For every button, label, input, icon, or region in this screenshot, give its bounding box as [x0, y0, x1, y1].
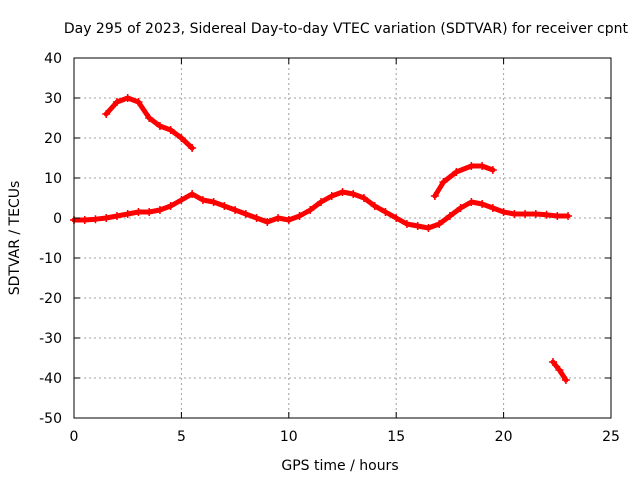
chart-title: Day 295 of 2023, Sidereal Day-to-day VTE… — [64, 21, 629, 37]
data-point-marker — [166, 202, 175, 210]
series-track-upper-left — [102, 94, 197, 152]
data-point-marker — [177, 134, 186, 142]
data-point-marker — [91, 215, 100, 224]
data-point-marker — [478, 162, 487, 170]
x-tick-label: 10 — [280, 429, 298, 445]
data-point-marker — [564, 212, 573, 220]
x-tick-label: 5 — [177, 429, 186, 445]
x-tick-label: 20 — [495, 429, 513, 445]
y-axis-label: SDTVAR / TECUs — [7, 181, 23, 296]
data-point-marker — [439, 178, 448, 186]
data-point-marker — [134, 208, 143, 216]
series-track-upper-right — [430, 162, 497, 200]
data-point-marker — [209, 198, 218, 206]
y-tick-label: -30 — [39, 331, 62, 347]
data-point-marker — [252, 214, 261, 222]
y-tick-label: 40 — [44, 51, 62, 67]
y-tick-label: -10 — [39, 251, 62, 267]
y-tick-label: 20 — [44, 131, 62, 147]
y-tick-label: 0 — [53, 211, 62, 227]
data-point-marker — [80, 216, 89, 224]
data-point-marker — [381, 208, 390, 216]
data-point-marker — [338, 188, 347, 196]
data-point-marker — [198, 196, 207, 204]
data-series — [70, 94, 573, 384]
data-point-marker — [123, 210, 132, 218]
x-tick-label: 0 — [70, 429, 79, 445]
data-point-marker — [188, 190, 197, 198]
data-point-marker — [295, 212, 304, 220]
y-tick-label: 30 — [44, 91, 62, 107]
data-point-marker — [102, 214, 111, 222]
data-point-marker — [102, 110, 111, 118]
plot-frame — [73, 57, 612, 419]
data-point-marker — [188, 144, 197, 152]
data-point-marker — [435, 220, 444, 228]
data-point-marker — [561, 376, 570, 384]
data-point-marker — [456, 204, 465, 212]
data-point-marker — [231, 206, 240, 214]
data-point-marker — [402, 220, 411, 228]
data-point-marker — [542, 210, 551, 219]
data-point-marker — [220, 202, 229, 210]
data-point-marker — [510, 210, 519, 218]
data-point-marker — [349, 190, 358, 198]
grid-lines — [74, 58, 611, 418]
data-point-marker — [134, 98, 143, 106]
data-point-marker — [166, 126, 175, 134]
data-point-marker — [284, 216, 293, 224]
x-axis-label: GPS time / hours — [281, 458, 398, 474]
series-line — [103, 95, 195, 151]
data-point-marker — [306, 206, 315, 214]
series-track-lower-right — [549, 358, 570, 384]
data-point-marker — [549, 358, 558, 366]
data-point-marker — [424, 224, 433, 232]
x-tick-label: 25 — [602, 429, 620, 445]
data-point-marker — [445, 212, 454, 220]
data-point-marker — [488, 166, 497, 174]
y-tick-label: -40 — [39, 371, 62, 387]
data-point-marker — [413, 222, 422, 230]
data-point-marker — [467, 162, 476, 170]
axis-ticks: 0 5 10 15 20 25 -50 -40 -30 -20 -10 0 10 20 30 40 — [39, 51, 620, 445]
data-point-marker — [123, 94, 132, 102]
y-tick-label: -20 — [39, 291, 62, 307]
data-point-marker — [430, 192, 439, 200]
data-point-marker — [521, 210, 530, 218]
data-point-marker — [317, 198, 326, 206]
data-point-marker — [531, 210, 540, 218]
data-point-marker — [478, 200, 487, 208]
x-tick-label: 15 — [387, 429, 405, 445]
data-point-marker — [452, 168, 461, 176]
data-point-marker — [263, 218, 272, 226]
data-point-marker — [467, 198, 476, 206]
data-point-marker — [553, 212, 562, 220]
data-point-marker — [112, 98, 121, 106]
data-point-marker — [145, 208, 154, 216]
data-point-marker — [359, 194, 368, 202]
data-point-marker — [155, 206, 164, 214]
data-point-marker — [155, 122, 164, 130]
data-point-marker — [370, 202, 379, 210]
data-point-marker — [488, 204, 497, 212]
data-point-marker — [177, 196, 186, 204]
data-point-marker — [555, 366, 564, 374]
data-point-marker — [112, 212, 121, 220]
series-track-main — [70, 188, 573, 232]
data-point-marker — [274, 214, 283, 222]
data-point-marker — [145, 114, 154, 122]
data-point-marker — [241, 210, 250, 218]
series-line — [71, 189, 571, 231]
y-tick-label: -50 — [39, 411, 62, 427]
data-point-marker — [499, 208, 508, 216]
y-tick-label: 10 — [44, 171, 62, 187]
data-point-marker — [327, 192, 336, 200]
data-point-marker — [392, 214, 401, 222]
